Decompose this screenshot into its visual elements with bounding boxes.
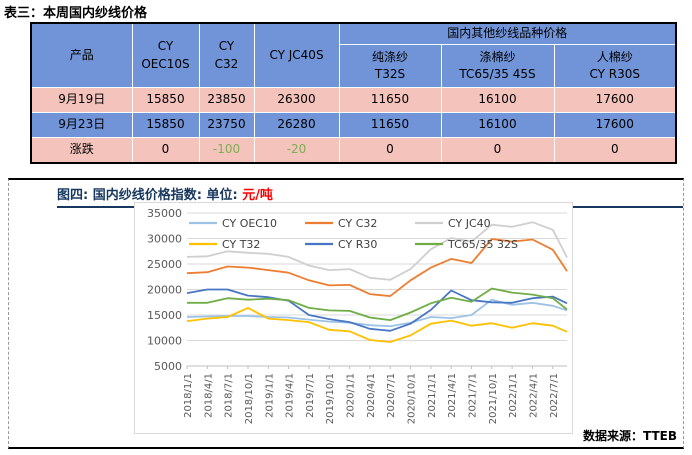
x-tick-label: 2021/4/1 [447, 373, 458, 418]
row-label: 9月19日 [30, 87, 133, 113]
column-header: CY JC40S [253, 22, 340, 88]
x-tick-label: 2021/1/1 [427, 373, 438, 418]
x-tick-label: 2020/10/1 [407, 373, 418, 424]
legend-label: CY JC40 [448, 217, 491, 230]
table-title: 表三：本周国内纱线价格 [4, 6, 148, 21]
line-chart: 5000 10000 15000 20000 25000 30000 35000 2018/1… [147, 207, 568, 424]
table-cell: 17600 [553, 112, 677, 138]
y-tick-label: 20000 [147, 284, 182, 297]
x-tick-label: 2018/10/1 [244, 373, 255, 424]
x-tick-label: 2019/1/1 [264, 373, 275, 418]
table-row: 9月23日 15850 23750 26280 11650 16100 17600 [30, 112, 677, 138]
x-tick-label: 2019/7/1 [305, 373, 316, 418]
x-tick-label: 2019/4/1 [285, 373, 296, 418]
table-body: 9月19日 15850 23850 26300 11650 16100 17600 9月23日… [30, 87, 677, 163]
column-header: CY C32 [198, 22, 255, 88]
table-row: 9月19日 15850 23850 26300 11650 16100 17600 [30, 87, 677, 113]
y-tick-label: 25000 [147, 258, 182, 271]
table-cell: 16100 [440, 112, 555, 138]
table-header: 产品 CY OEC10S CY C32 CY JC40S 国内其他纱线品种价格 纯涤纱 T32S… [30, 22, 677, 88]
x-tick-label: 2018/4/1 [203, 373, 214, 418]
x-tick-label: 2022/4/1 [529, 373, 540, 418]
group-header: 国内其他纱线品种价格 [338, 22, 677, 45]
table-cell: 17600 [553, 87, 677, 113]
series-line [186, 298, 568, 328]
table-cell: 23850 [198, 87, 255, 113]
legend-label: CY T32 [222, 238, 260, 251]
figure-container: 图四: 国内纱线价格指数: 单位: 元/吨 5000 10000 15000 2000… [8, 178, 684, 449]
x-tick-label: 2020/4/1 [366, 373, 377, 418]
data-source-note: 数据来源：TTEB [583, 429, 677, 443]
table-cell: -20 [253, 137, 340, 163]
x-tick-label: 2022/1/1 [508, 373, 519, 418]
column-header: CY OEC10S [131, 22, 200, 88]
y-tick-label: 10000 [147, 335, 182, 348]
table-cell: -100 [198, 137, 255, 163]
y-tick-label: 15000 [147, 309, 182, 322]
x-tick-label: 2018/1/1 [183, 373, 194, 418]
sub-column-header: 人棉纱 CY R30S [553, 44, 677, 88]
table-row: 涨跌 0 -100 -20 0 0 0 [30, 137, 677, 163]
table-cell: 26280 [253, 112, 340, 138]
x-tick-label: 2018/7/1 [224, 373, 235, 418]
legend-label: CY OEC10 [222, 217, 277, 230]
table-cell: 15850 [131, 112, 200, 138]
table-cell: 0 [131, 137, 200, 163]
table-cell: 23750 [198, 112, 255, 138]
y-tick-label: 35000 [147, 207, 182, 220]
x-tick-label: 2021/10/1 [488, 373, 499, 424]
row-label: 涨跌 [30, 137, 133, 163]
sub-column-header: 纯涤纱 T32S [338, 44, 442, 88]
series-line [187, 287, 568, 321]
legend-label: TC65/35 32S [447, 238, 518, 251]
x-tick-label: 2020/1/1 [346, 373, 357, 418]
row-label: 9月23日 [30, 112, 133, 138]
figure-title-text: 图四: 国内纱线价格指数: 单位: [57, 188, 243, 203]
column-header: 产品 [30, 22, 133, 88]
table-cell: 16100 [440, 87, 555, 113]
y-tick-label: 5000 [154, 360, 182, 373]
figure-title-unit: 元/吨 [242, 188, 273, 203]
x-tick-label: 2020/7/1 [386, 373, 397, 418]
series-line [186, 221, 568, 281]
legend-label: CY C32 [338, 217, 377, 230]
legend-label: CY R30 [338, 238, 377, 251]
price-table: 产品 CY OEC10S CY C32 CY JC40S 国内其他纱线品种价格 纯涤纱 T32S… [30, 22, 678, 164]
series-line [186, 307, 568, 343]
x-tick-label: 2021/7/1 [468, 373, 479, 418]
table-cell: 0 [338, 137, 442, 163]
series-line [186, 238, 568, 297]
sub-column-header: 涤棉纱 TC65/35 45S [440, 44, 555, 88]
table-cell: 0 [553, 137, 677, 163]
table-cell: 26300 [253, 87, 340, 113]
table-cell: 11650 [338, 112, 442, 138]
chart-box: 5000 10000 15000 20000 25000 30000 35000 2018/1… [134, 202, 573, 434]
x-tick-label: 2019/10/1 [325, 373, 336, 424]
series-line [186, 288, 568, 332]
table-cell: 11650 [338, 87, 442, 113]
table-cell: 15850 [131, 87, 200, 113]
y-tick-label: 30000 [147, 233, 182, 246]
table-cell: 0 [440, 137, 555, 163]
x-tick-label: 2022/7/1 [549, 373, 560, 418]
